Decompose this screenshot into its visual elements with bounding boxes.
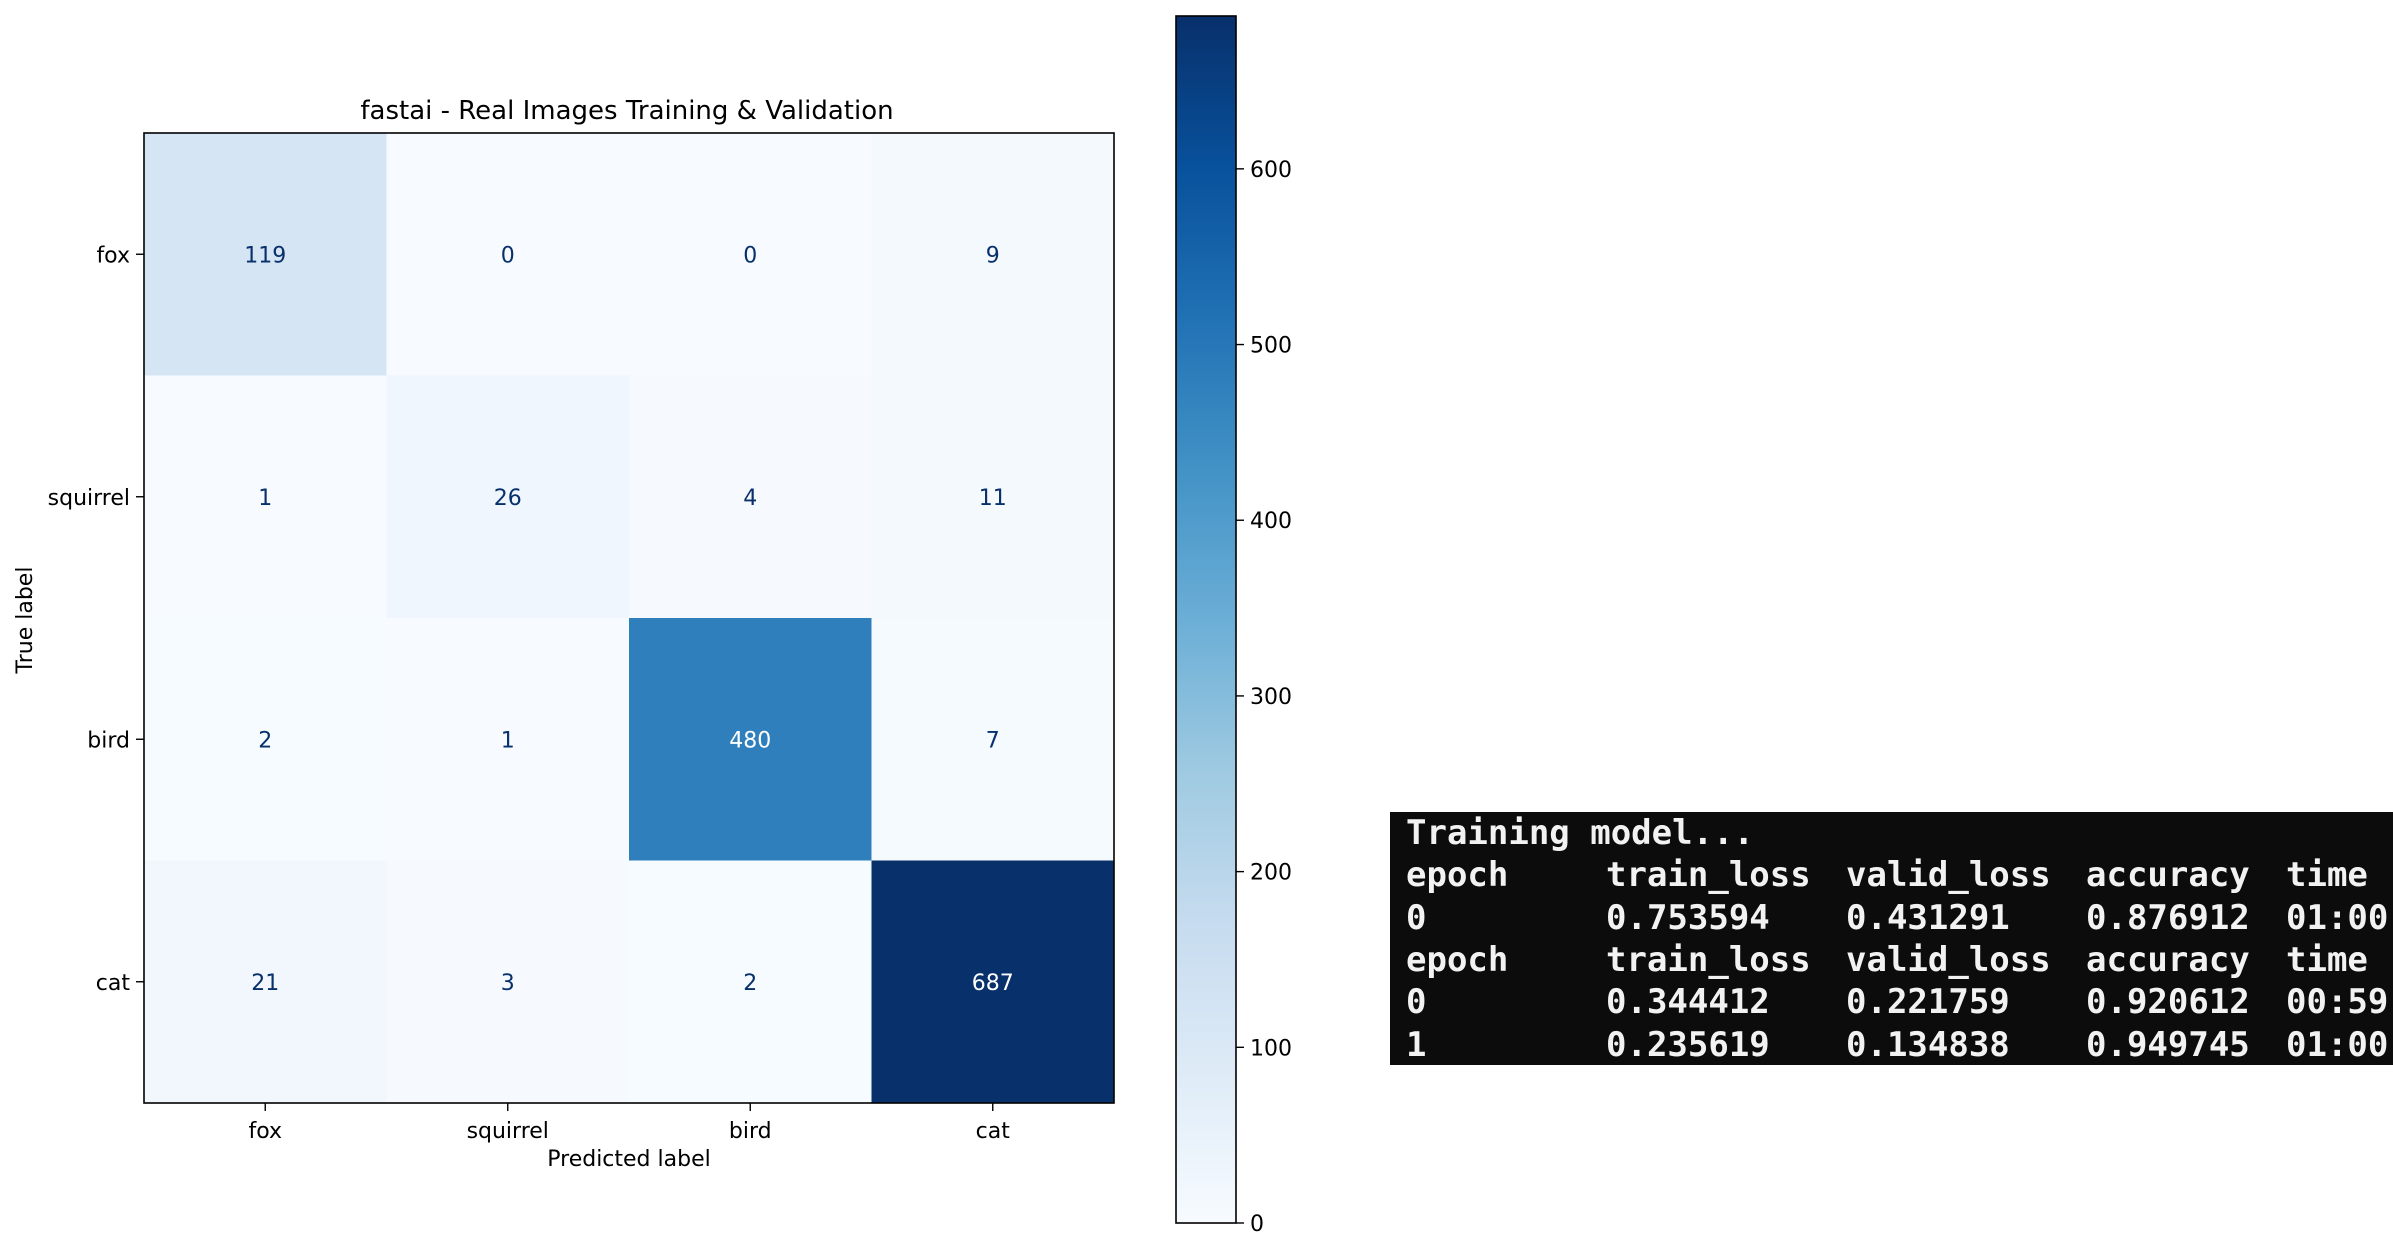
- colorbar-tick-label: 300: [1250, 685, 1292, 710]
- matrix-cell: [386, 618, 629, 861]
- cell-value-label: 26: [494, 486, 522, 511]
- cell-value-label: 0: [501, 243, 515, 268]
- matrix-cell: [629, 618, 872, 861]
- matrix-cell: [871, 375, 1114, 618]
- x-tick-label: squirrel: [467, 1119, 549, 1144]
- terminal-data-cell: 01:00: [2286, 1024, 2389, 1065]
- matrix-cell: [871, 133, 1114, 376]
- terminal-data-cell: 0.344412: [1606, 982, 1770, 1023]
- terminal-header-cell: train_loss: [1606, 855, 1811, 896]
- cell-value-label: 0: [743, 243, 757, 268]
- terminal-data-cell: 0.134838: [1846, 1024, 2010, 1065]
- colorbar-tick-label: 500: [1250, 334, 1292, 359]
- matrix-cell: [629, 860, 872, 1103]
- y-tick-label: cat: [96, 971, 131, 996]
- chart-title: fastai - Real Images Training & Validati…: [360, 96, 893, 126]
- terminal-header-cell: accuracy: [2086, 939, 2250, 980]
- terminal-data-cell: 00:59: [2286, 982, 2389, 1023]
- matrix-cell: [144, 618, 387, 861]
- cell-value-label: 2: [258, 728, 272, 753]
- y-tick-label: bird: [87, 728, 130, 753]
- cell-value-label: 11: [979, 486, 1007, 511]
- cell-value-label: 480: [729, 728, 771, 753]
- colorbar-tick-label: 200: [1250, 861, 1292, 886]
- terminal-header-cell: train_loss: [1606, 939, 1811, 980]
- terminal-title-text: Training model...: [1406, 813, 1754, 853]
- x-tick-label: cat: [976, 1119, 1011, 1144]
- cell-value-label: 4: [743, 486, 757, 511]
- cell-value-label: 687: [972, 971, 1014, 996]
- terminal-data-cell: 01:00: [2286, 897, 2389, 938]
- matrix-cell: [629, 375, 872, 618]
- cell-value-label: 3: [501, 971, 515, 996]
- cell-value-label: 9: [986, 243, 1000, 268]
- cell-value-label: 1: [501, 728, 515, 753]
- terminal-data-cell: 0.876912: [2086, 897, 2250, 938]
- colorbar-tick-label: 0: [1250, 1212, 1264, 1237]
- x-tick-label: fox: [248, 1119, 282, 1144]
- terminal-header-cell: valid_loss: [1846, 855, 2051, 896]
- training-log-terminal: Training model... epoch train_loss valid_lo…: [1390, 812, 2393, 1065]
- cell-value-label: 21: [251, 971, 279, 996]
- terminal-header-cell: epoch: [1406, 939, 1509, 980]
- y-tick-label: fox: [96, 243, 130, 268]
- terminal-header-cell: accuracy: [2086, 855, 2250, 896]
- x-axis-label: Predicted label: [547, 1147, 710, 1172]
- terminal-header-cell: time: [2286, 855, 2368, 896]
- terminal-data-cell: 0.920612: [2086, 982, 2250, 1023]
- matrix-cell: [871, 618, 1114, 861]
- terminal-data-cell: 0.235619: [1606, 1024, 1770, 1065]
- terminal-header-cell: valid_loss: [1846, 939, 2051, 980]
- colorbar-tick-label: 400: [1250, 509, 1292, 534]
- colorbar-tick-label: 100: [1250, 1036, 1292, 1061]
- y-tick-label: squirrel: [48, 486, 130, 511]
- plot-frame: [143, 132, 1115, 1104]
- matrix-cell: [386, 375, 629, 618]
- cell-value-label: 2: [743, 971, 757, 996]
- terminal-data-cell: 0.949745: [2086, 1024, 2250, 1065]
- x-tick-label: bird: [729, 1119, 772, 1144]
- matrix-cell: [144, 375, 387, 618]
- terminal-data-cell: 0.431291: [1846, 897, 2010, 938]
- terminal-data-cell: 0.753594: [1606, 897, 1770, 938]
- matrix-cell: [871, 860, 1114, 1103]
- matrix-cell: [144, 860, 387, 1103]
- matrix-cell: [386, 133, 629, 376]
- y-axis-label: True label: [13, 567, 38, 675]
- cell-value-label: 1: [258, 486, 272, 511]
- terminal-data-cell: 1: [1406, 1024, 1427, 1065]
- colorbar: [1175, 15, 1237, 1224]
- cell-value-label: 119: [244, 243, 286, 268]
- matrix-cell: [629, 133, 872, 376]
- cell-value-label: 7: [986, 728, 1000, 753]
- matrix-cell: [386, 860, 629, 1103]
- matrix-cell: [144, 133, 387, 376]
- colorbar-tick-label: 600: [1250, 158, 1292, 183]
- terminal-data-cell: 0: [1406, 982, 1427, 1023]
- terminal-header-cell: epoch: [1406, 855, 1509, 896]
- terminal-data-cell: 0: [1406, 897, 1427, 938]
- terminal-header-cell: time: [2286, 939, 2368, 980]
- terminal-data-cell: 0.221759: [1846, 982, 2010, 1023]
